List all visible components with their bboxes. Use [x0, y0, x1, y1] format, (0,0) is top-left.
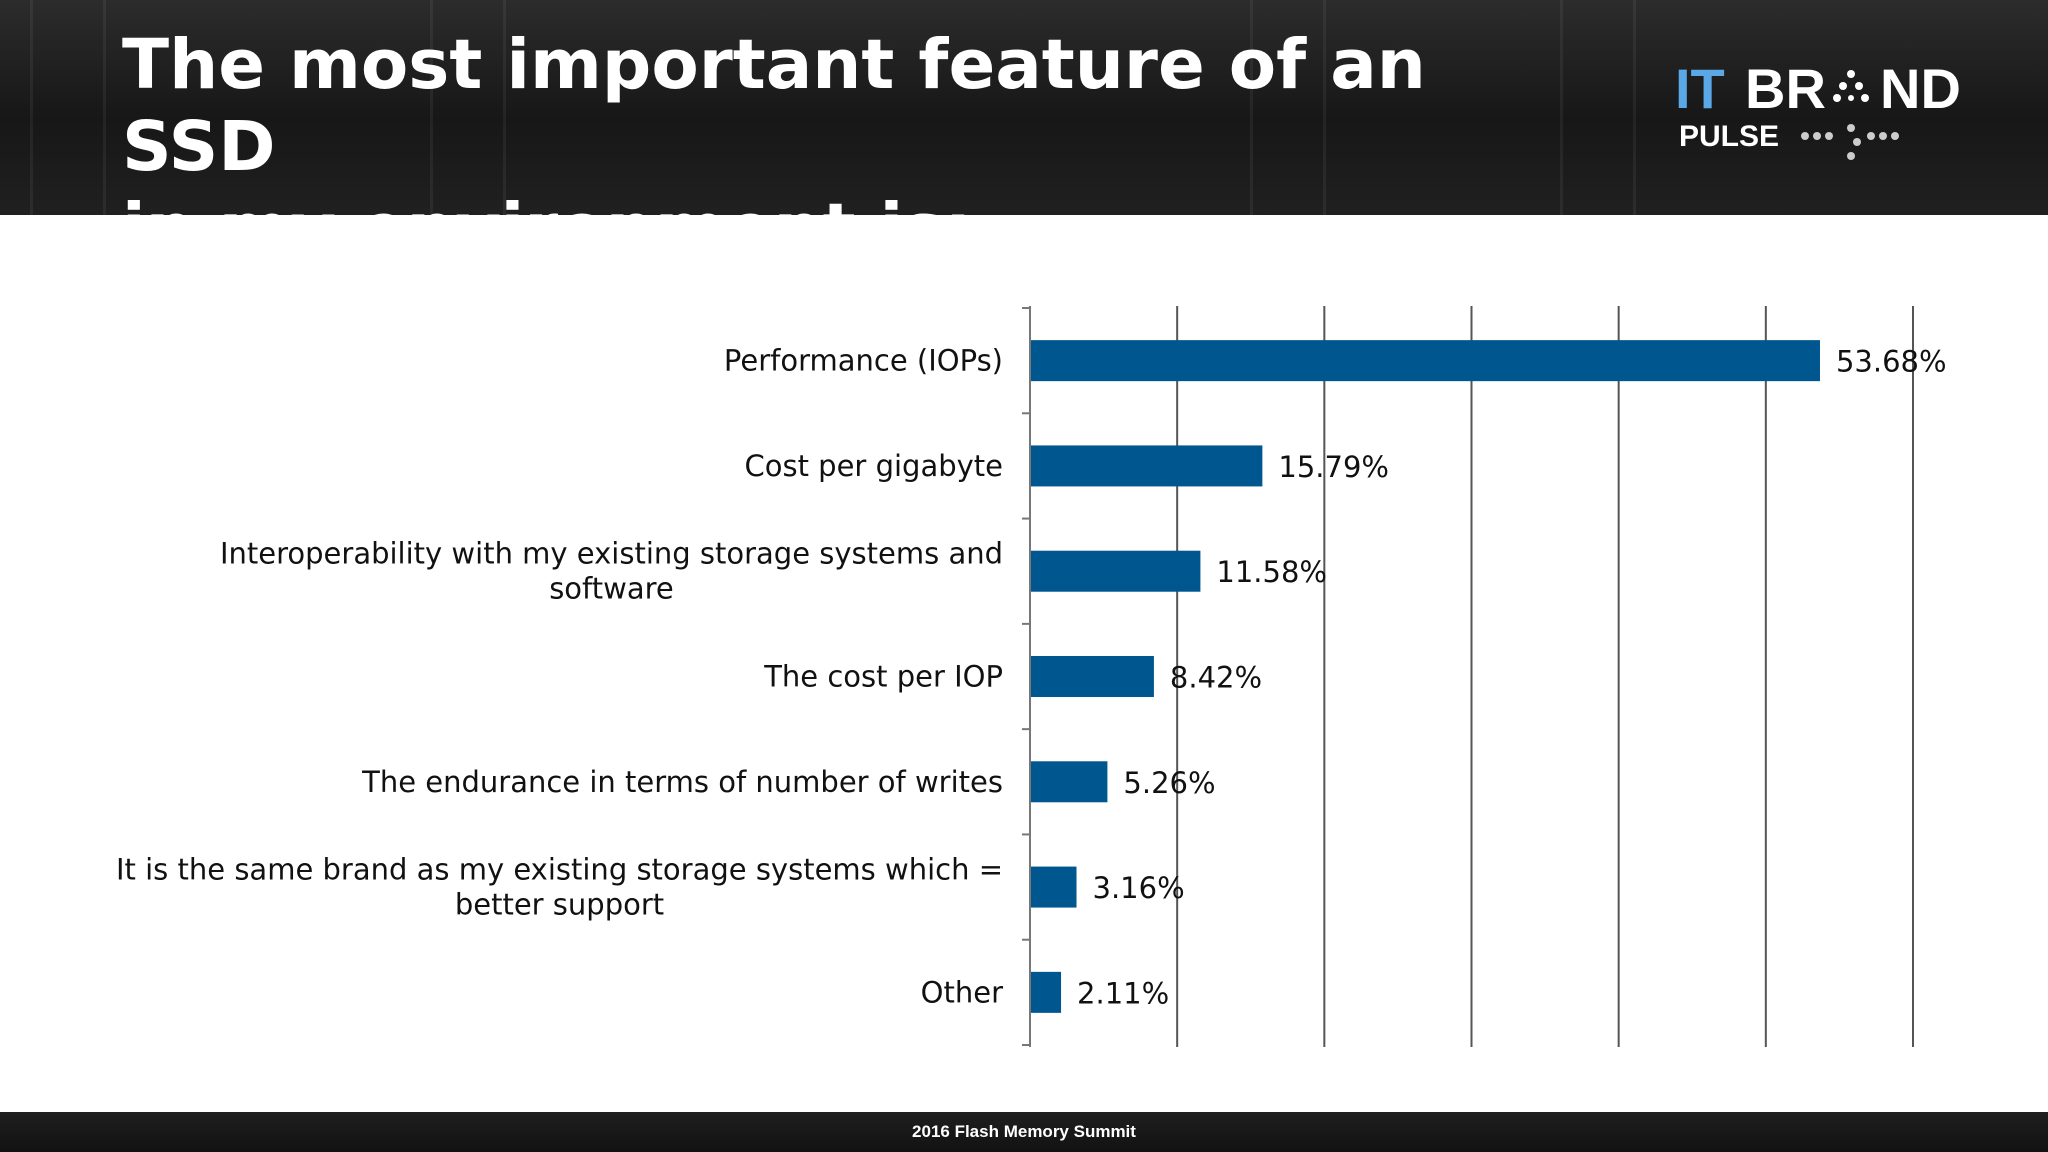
- category-label: Other: [921, 975, 1003, 1009]
- data-label: 3.16%: [1093, 871, 1185, 905]
- title-line-1: The most important feature of an SSD: [122, 25, 1426, 187]
- server-rack-decoration: [430, 0, 506, 215]
- y-axis: [1022, 306, 1031, 1047]
- bar: [1030, 761, 1108, 803]
- server-rack-decoration: [1560, 0, 1636, 215]
- category-label: better support: [455, 888, 664, 922]
- logo-br-text: BR: [1745, 64, 1826, 120]
- data-label: 8.42%: [1170, 661, 1262, 695]
- data-label: 53.68%: [1836, 345, 1947, 379]
- bar-chart: Performance (IOPs) Cost per gigabyte Inter…: [116, 306, 1947, 1047]
- server-rack-decoration: [1250, 0, 1326, 215]
- category-label: Performance (IOPs): [724, 344, 1003, 378]
- logo-it-text: IT: [1675, 64, 1725, 120]
- bar: [1030, 550, 1201, 592]
- title-line-2: in my environment is:: [122, 189, 972, 215]
- slide-title: The most important feature of an SSD in …: [122, 24, 1602, 215]
- logo-nd-text: ND: [1880, 64, 1961, 120]
- category-label: Cost per gigabyte: [744, 449, 1003, 483]
- category-label: The cost per IOP: [763, 660, 1003, 694]
- data-label: 11.58%: [1216, 555, 1327, 589]
- logo-dots-a-icon: [1833, 70, 1869, 102]
- data-label: 2.11%: [1077, 976, 1169, 1010]
- bars: [1030, 340, 1820, 1013]
- bar: [1030, 340, 1820, 382]
- bar: [1030, 971, 1062, 1013]
- logo-pulse-dots-icon: [1801, 124, 1899, 160]
- category-label: software: [549, 572, 674, 606]
- gridlines: [1176, 306, 1914, 1047]
- data-label: 5.26%: [1123, 766, 1215, 800]
- category-label: The endurance in terms of number of writ…: [361, 765, 1003, 799]
- category-label: It is the same brand as my existing stor…: [116, 853, 1003, 887]
- server-rack-decoration: [30, 0, 106, 215]
- bar: [1030, 656, 1154, 697]
- bar: [1030, 445, 1263, 487]
- value-labels: 53.68% 15.79% 11.58% 8.42% 5.26% 3.16% 2.11%: [1077, 345, 1947, 1011]
- category-labels: Performance (IOPs) Cost per gigabyte Inter…: [116, 344, 1003, 1010]
- itbrandpulse-logo: IT BR ND PULSE: [1675, 64, 1961, 160]
- data-label: 15.79%: [1278, 450, 1389, 484]
- slide-footer: 2016 Flash Memory Summit: [0, 1112, 2048, 1152]
- footer-text: 2016 Flash Memory Summit: [912, 1122, 1136, 1141]
- slide-header: The most important feature of an SSD in …: [0, 0, 2048, 215]
- bar: [1030, 866, 1077, 908]
- logo-pulse-text: PULSE: [1679, 120, 1779, 153]
- category-label: Interoperability with my existing storag…: [220, 537, 1003, 571]
